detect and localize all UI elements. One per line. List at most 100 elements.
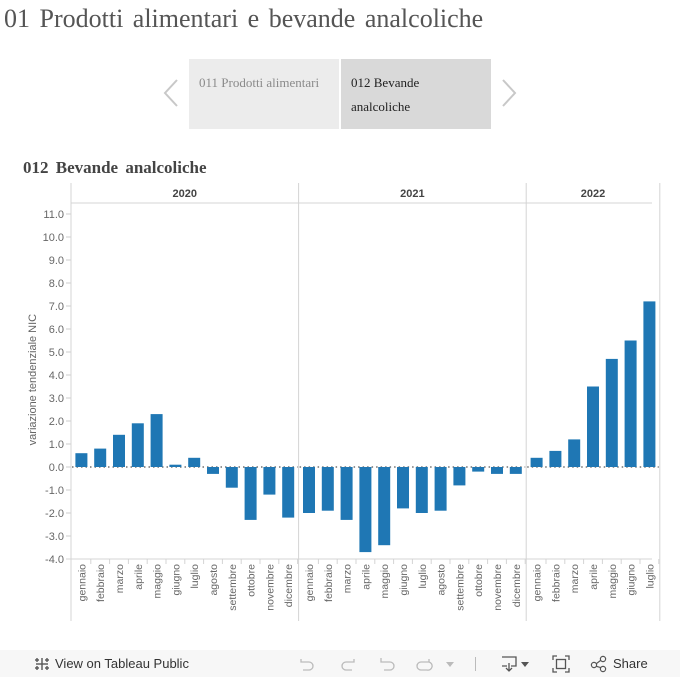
x-tick-label: aprile [133, 564, 145, 590]
y-tick-label: 0.0 [49, 462, 64, 474]
view-on-tableau-link[interactable]: View on Tableau Public [33, 650, 189, 677]
divider [475, 650, 476, 677]
y-tick-label: 11.0 [43, 209, 64, 221]
y-tick-label: 4.0 [49, 370, 64, 382]
refresh-icon [416, 658, 433, 671]
undo-button[interactable] [298, 650, 316, 677]
x-tick-label: settembre [454, 564, 466, 611]
refresh-dropdown[interactable] [445, 650, 455, 677]
bar-2020-agosto [207, 467, 219, 474]
y-tick-label: -1.0 [45, 485, 64, 497]
bar-2021-maggio [378, 467, 391, 546]
bar-2022-marzo [568, 439, 581, 467]
y-tick-label: -4.0 [45, 554, 64, 566]
y-tick-label: 8.0 [49, 278, 64, 290]
x-tick-label: novembre [492, 564, 504, 611]
bar-2021-febbraio [321, 467, 334, 511]
x-tick-label: giugno [170, 564, 182, 596]
revert-button[interactable] [378, 650, 398, 677]
y-tick-label: -3.0 [45, 531, 64, 543]
bar-2022-luglio [643, 301, 656, 467]
redo-icon [341, 658, 355, 671]
x-tick-label: marzo [114, 564, 126, 593]
bar-2020-gennaio [75, 453, 88, 467]
x-tick-label: dicembre [283, 564, 295, 607]
bar-2021-novembre [491, 467, 503, 474]
tab-bevande-analcoliche[interactable]: 012 Bevande analcoliche [341, 59, 491, 129]
y-tick-label: 1.0 [49, 439, 64, 451]
bar-2020-novembre [263, 467, 276, 495]
y-tick-label: 6.0 [49, 324, 64, 336]
x-tick-label: dicembre [511, 564, 523, 607]
download-icon [502, 655, 529, 672]
bar-2021-giugno [397, 467, 409, 509]
chart-title: 012 Bevande analcoliche [23, 158, 207, 177]
bar-2020-settembre [225, 467, 238, 488]
bar-2021-luglio [415, 467, 428, 513]
x-tick-label: agosto [436, 564, 448, 596]
y-tick-label: 9.0 [49, 255, 64, 267]
x-tick-label: gennaio [304, 564, 316, 602]
bar-2020-maggio [150, 414, 163, 467]
bar-2020-luglio [188, 457, 201, 467]
x-tick-label: maggio [607, 564, 619, 599]
bar-2020-marzo [113, 434, 125, 467]
fullscreen-button[interactable] [552, 650, 570, 677]
bar-2021-marzo [340, 467, 353, 520]
y-tick-label: 2.0 [49, 416, 64, 428]
share-label: Share [613, 656, 648, 671]
x-tick-label: giugno [626, 564, 638, 596]
x-tick-label: luglio [189, 564, 201, 589]
y-tick-label: 3.0 [49, 393, 64, 405]
x-tick-label: gennaio [76, 564, 88, 602]
x-tick-label: maggio [379, 564, 391, 599]
toolbar: View on Tableau Public [0, 650, 680, 677]
story-navigator: 011 Prodotti alimentari 012 Bevande anal… [189, 59, 491, 129]
x-tick-label: ottobre [473, 564, 485, 597]
share-button[interactable]: Share [590, 650, 648, 677]
bar-chart: variazione tendenziale NIC 11.0 10.0 9.0 8.0… [27, 183, 661, 621]
tab-prodotti-alimentari[interactable]: 011 Prodotti alimentari [189, 59, 339, 129]
bar-2020-giugno [169, 464, 182, 467]
bar-2022-aprile [587, 386, 599, 467]
x-tick-label: settembre [227, 564, 239, 611]
bar-2021-settembre [453, 467, 466, 486]
bar-2020-ottobre [244, 467, 257, 520]
redo-button[interactable] [339, 650, 357, 677]
bar-2020-dicembre [282, 467, 295, 518]
x-tick-label: maggio [152, 564, 164, 599]
fullscreen-icon [552, 654, 570, 673]
bar-2021-ottobre [472, 467, 485, 472]
chevron-left-icon [163, 79, 178, 107]
bar-2022-gennaio [530, 457, 543, 467]
y-tick-label: 5.0 [49, 347, 64, 359]
x-tick-label: novembre [264, 564, 276, 611]
download-button[interactable] [500, 650, 530, 677]
bar-2021-gennaio [303, 467, 315, 513]
share-icon [590, 655, 607, 672]
refresh-button[interactable] [414, 650, 434, 677]
y-axis-title: variazione tendenziale NIC [27, 314, 39, 446]
x-tick-label: luglio [644, 564, 656, 589]
bar-2020-febbraio [94, 448, 107, 467]
panel-header-2021: 2021 [400, 188, 424, 200]
page-title: 01 Prodotti alimentari e bevande analcol… [4, 4, 484, 33]
next-button[interactable] [500, 78, 518, 108]
x-tick-label: febbraio [323, 564, 335, 602]
x-tick-label: febbraio [95, 564, 107, 602]
y-tick-label: 7.0 [49, 301, 64, 313]
dropdown-icon [446, 661, 454, 667]
undo-icon [300, 658, 314, 671]
prev-button[interactable] [162, 78, 180, 108]
x-tick-label: marzo [342, 564, 354, 593]
x-tick-label: aprile [588, 564, 600, 590]
y-tick-label: -2.0 [45, 508, 64, 520]
bar-2022-febbraio [549, 450, 562, 467]
x-tick-label: marzo [569, 564, 581, 593]
bar-2022-maggio [605, 358, 618, 467]
y-tick-label: 10.0 [43, 232, 64, 244]
x-tick-label: giugno [398, 564, 410, 596]
x-tick-label: ottobre [246, 564, 258, 597]
x-tick-label: agosto [208, 564, 220, 596]
chevron-right-icon [502, 79, 517, 107]
